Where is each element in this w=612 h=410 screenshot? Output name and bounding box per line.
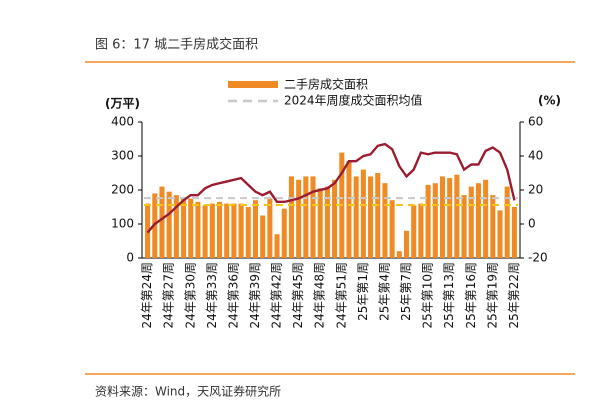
y-tick-label: 100 [111, 217, 134, 231]
x-tick-label: 25年第19周 [485, 262, 499, 329]
x-tick-label: 24年第51周 [334, 262, 348, 329]
bar [454, 174, 460, 258]
bar [447, 178, 453, 258]
bar [267, 198, 273, 258]
bar [245, 207, 251, 258]
y-tick-label: 0 [126, 251, 134, 265]
x-tick-label: 24年第27周 [162, 262, 176, 329]
bar [411, 205, 417, 258]
bar [432, 183, 438, 258]
bar [332, 179, 338, 258]
bar [224, 203, 230, 258]
bar [296, 179, 302, 258]
bar [166, 191, 172, 258]
bar [195, 201, 201, 258]
x-tick-label: 25年第22周 [507, 262, 521, 329]
x-tick-label: 25年第13周 [442, 262, 456, 329]
x-tick-label: 25年第10周 [421, 262, 435, 329]
legend-swatch [228, 81, 278, 88]
bar [511, 207, 517, 258]
y2-tick-label: -20 [528, 251, 548, 265]
bar [483, 179, 489, 258]
bar [202, 205, 208, 258]
bar [281, 208, 287, 258]
bar [439, 176, 445, 258]
bar [238, 203, 244, 258]
bar [368, 176, 374, 258]
bar [188, 198, 194, 258]
x-tick-label: 24年第42周 [270, 262, 284, 329]
x-tick-label: 25年第4周 [377, 262, 391, 321]
bar [217, 201, 223, 258]
x-tick-label: 24年第39周 [248, 262, 262, 329]
x-tick-label: 24年第48周 [313, 262, 327, 329]
x-tick-label: 24年第24周 [140, 262, 154, 329]
bar [475, 183, 481, 258]
y-tick-label: 300 [111, 149, 134, 163]
bar [274, 234, 280, 258]
line-series [146, 142, 516, 234]
bar [497, 210, 503, 258]
bar [317, 188, 323, 258]
source-note: 资料来源：Wind，天风证券研究所 [95, 384, 281, 399]
bar [288, 176, 294, 258]
x-tick-label: 25年第16周 [464, 262, 478, 329]
bar [353, 176, 359, 258]
bar [173, 195, 179, 258]
bar [382, 183, 388, 258]
bar [181, 198, 187, 258]
bar [346, 161, 352, 258]
y2-tick-label: 40 [528, 149, 543, 163]
bar [404, 230, 410, 258]
bar [360, 169, 366, 258]
bar [389, 200, 395, 258]
bar [461, 195, 467, 258]
chart-title: 图 6：17 城二手房成交面积 [95, 37, 258, 53]
x-tick-label: 25年第1周 [356, 262, 370, 321]
bar [324, 186, 330, 258]
legend-label: 2024年周度成交面积均值 [284, 93, 423, 108]
bar [468, 186, 474, 258]
x-tick-label: 24年第33周 [205, 262, 219, 329]
y2-tick-label: 60 [528, 115, 543, 129]
bar [418, 203, 424, 258]
bar [252, 200, 258, 258]
bar [231, 203, 237, 258]
x-tick-label: 24年第36周 [226, 262, 240, 329]
y2-tick-label: 20 [528, 183, 543, 197]
bar [310, 176, 316, 258]
x-tick-label: 24年第30周 [183, 262, 197, 329]
bar [260, 215, 266, 258]
y-tick-label: 400 [111, 115, 134, 129]
bar [303, 176, 309, 258]
legend-label: 二手房成交面积 [284, 77, 368, 92]
y-tick-label: 200 [111, 183, 134, 197]
x-tick-label: 24年第45周 [291, 262, 305, 329]
y2-tick-label: 0 [528, 217, 536, 231]
bar [396, 251, 402, 258]
bar [490, 195, 496, 258]
y2-axis-label: (%) [538, 94, 561, 108]
bar [159, 186, 165, 258]
bar [375, 173, 381, 258]
y-axis-label: (万平) [105, 97, 140, 111]
bar [504, 186, 510, 258]
bar [425, 184, 431, 258]
x-tick-label: 25年第7周 [399, 262, 413, 321]
bar [209, 203, 215, 258]
